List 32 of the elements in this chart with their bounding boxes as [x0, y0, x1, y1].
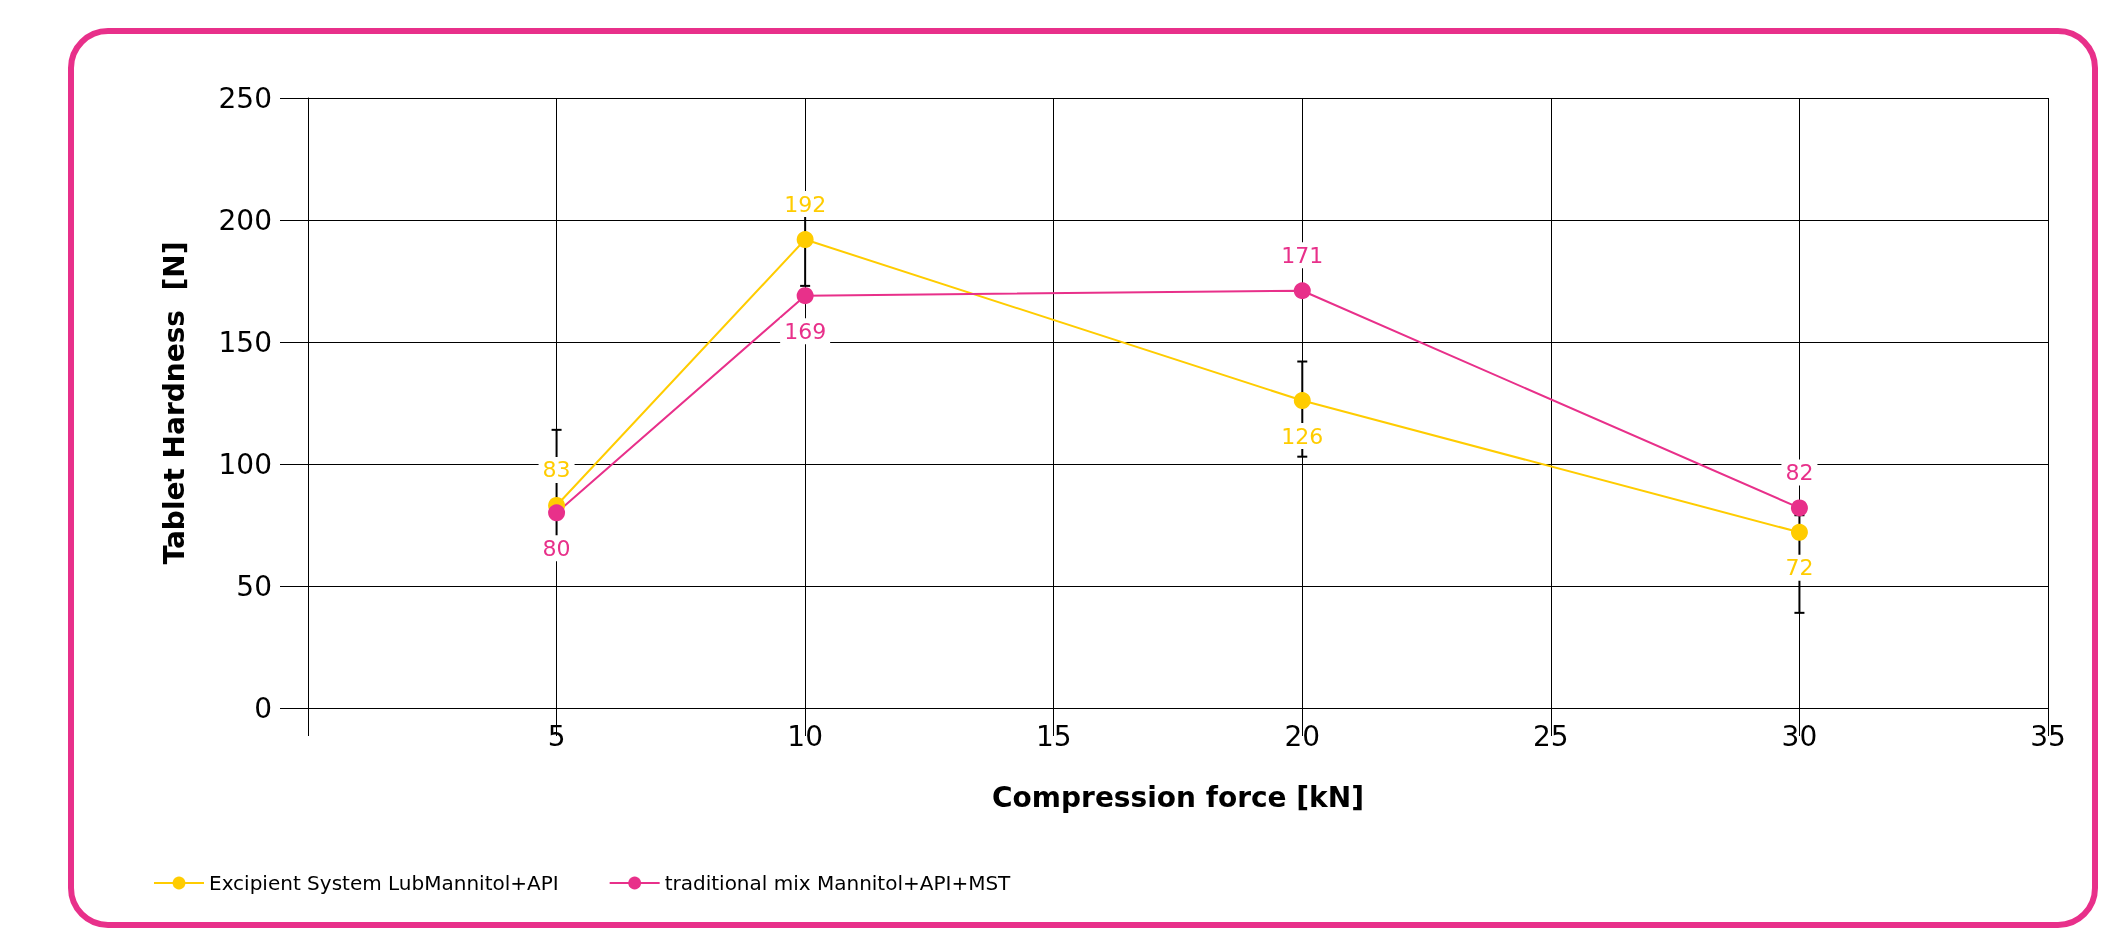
x-tick-label: 15: [1035, 719, 1072, 753]
y-tick-label: 250: [218, 81, 272, 115]
data-label: 82: [1785, 459, 1814, 485]
x-tick-label: 30: [1781, 719, 1818, 753]
y-tick-label: 100: [218, 447, 272, 481]
data-label: 169: [784, 318, 827, 344]
y-axis-title: Tablet Hardness [N]: [157, 241, 191, 565]
x-tick-label: 20: [1284, 719, 1321, 753]
data-label: 80: [542, 535, 571, 561]
data-label: 83: [542, 457, 571, 483]
y-tick-label: 150: [218, 325, 272, 359]
x-tick-label: 10: [787, 719, 823, 753]
point: [796, 231, 814, 249]
y-tick-label: 0: [254, 691, 272, 725]
x-tick-label: 35: [2030, 719, 2066, 753]
point: [548, 504, 566, 522]
point: [1293, 282, 1311, 300]
data-label: 192: [784, 191, 827, 217]
point: [1790, 523, 1808, 541]
data-label: 171: [1281, 242, 1324, 268]
x-axis-title: Compression force [kN]: [992, 780, 1364, 814]
data-label: 126: [1281, 423, 1324, 449]
data-label: 72: [1785, 555, 1814, 581]
legend-label: Excipient System LubMannitol+API: [209, 871, 559, 895]
legend-label: traditional mix Mannitol+API+MST: [664, 871, 1012, 895]
x-tick-label: 25: [1533, 719, 1569, 753]
point: [796, 287, 814, 305]
y-tick-label: 200: [218, 203, 272, 237]
x-tick-label: 5: [547, 719, 566, 753]
y-tick-label: 50: [236, 569, 272, 603]
point: [1293, 392, 1311, 410]
point: [1790, 499, 1808, 517]
